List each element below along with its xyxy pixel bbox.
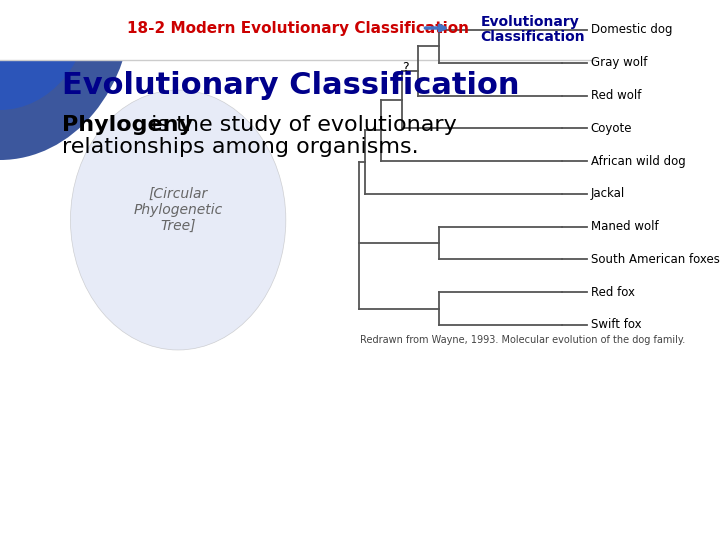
Text: Red wolf: Red wolf xyxy=(590,89,641,102)
Circle shape xyxy=(71,90,286,350)
Text: relationships among organisms.: relationships among organisms. xyxy=(62,137,419,157)
Text: 18-2 Modern Evolutionary Classification: 18-2 Modern Evolutionary Classification xyxy=(127,21,469,36)
Text: Redrawn from Wayne, 1993. Molecular evolution of the dog family.: Redrawn from Wayne, 1993. Molecular evol… xyxy=(361,335,685,345)
Text: is the study of evolutionary: is the study of evolutionary xyxy=(144,115,457,135)
Text: African wild dog: African wild dog xyxy=(590,154,685,167)
Text: South American foxes: South American foxes xyxy=(590,253,719,266)
Text: Domestic dog: Domestic dog xyxy=(590,24,672,37)
Text: Classification: Classification xyxy=(480,30,585,44)
Text: Swift fox: Swift fox xyxy=(590,319,642,332)
Text: Red fox: Red fox xyxy=(590,286,635,299)
Text: [Circular
Phylogenetic
Tree]: [Circular Phylogenetic Tree] xyxy=(133,187,222,233)
Text: Evolutionary Classification: Evolutionary Classification xyxy=(62,71,520,99)
Text: Jackal: Jackal xyxy=(590,187,625,200)
FancyBboxPatch shape xyxy=(0,0,597,60)
Wedge shape xyxy=(0,0,91,110)
Text: Phylogeny: Phylogeny xyxy=(62,115,193,135)
Wedge shape xyxy=(0,0,50,60)
Text: Coyote: Coyote xyxy=(590,122,632,135)
Text: Gray wolf: Gray wolf xyxy=(590,56,647,69)
Text: Maned wolf: Maned wolf xyxy=(590,220,658,233)
Text: Evolutionary: Evolutionary xyxy=(480,15,580,29)
Text: ?: ? xyxy=(402,62,408,75)
Wedge shape xyxy=(0,0,132,160)
